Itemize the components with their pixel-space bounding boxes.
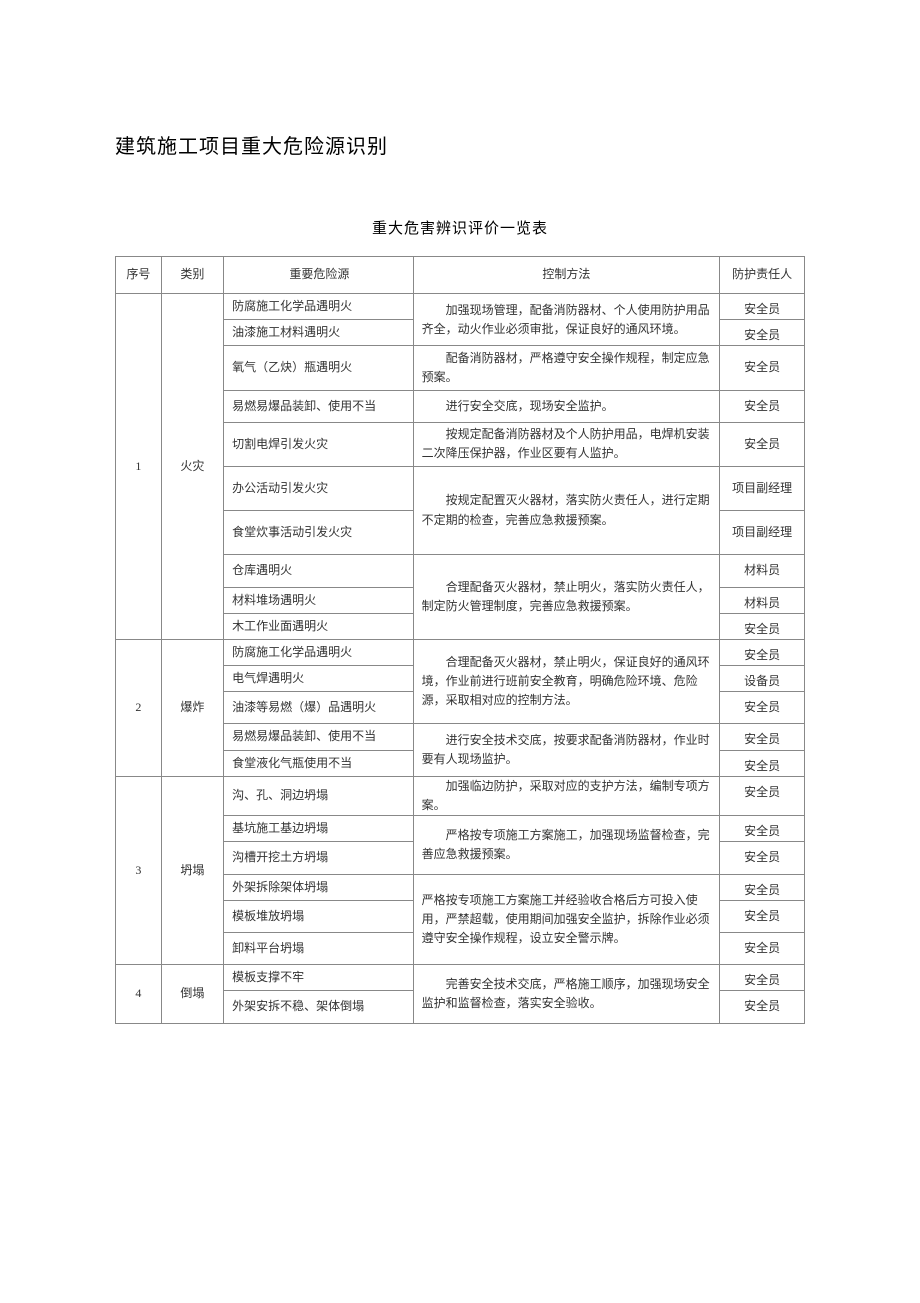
- control-cell: 合理配备灭火器材，禁止明火，落实防火责任人，制定防火管理制度，完善应急救援预案。: [413, 555, 720, 640]
- table-header-row: 序号 类别 重要危险源 控制方法 防护责任人: [116, 257, 805, 294]
- responsible-cell: 项目副经理: [720, 511, 805, 555]
- table-row: 4 倒塌 模板支撑不牢 完善安全技术交底，严格施工顺序，加强现场安全监护和监督检…: [116, 965, 805, 991]
- responsible-cell: 项目副经理: [720, 466, 805, 510]
- control-cell: 按规定配置灭火器材，落实防火责任人，进行定期不定期的检查，完善应急救援预案。: [413, 466, 720, 554]
- responsible-cell: 材料员: [720, 587, 805, 613]
- category-cell: 火灾: [161, 294, 223, 640]
- seq-cell: 3: [116, 776, 162, 964]
- source-cell: 仓库遇明火: [224, 555, 414, 587]
- responsible-cell: 安全员: [720, 346, 805, 390]
- responsible-cell: 设备员: [720, 666, 805, 692]
- category-cell: 坍塌: [161, 776, 223, 964]
- source-cell: 防腐施工化学品遇明火: [224, 294, 414, 320]
- source-cell: 食堂液化气瓶使用不当: [224, 750, 414, 776]
- source-cell: 材料堆场遇明火: [224, 587, 414, 613]
- responsible-cell: 安全员: [720, 320, 805, 346]
- responsible-cell: 材料员: [720, 555, 805, 587]
- hazard-table: 序号 类别 重要危险源 控制方法 防护责任人 1 火灾 防腐施工化学品遇明火 加…: [115, 256, 805, 1024]
- responsible-cell: 安全员: [720, 900, 805, 932]
- source-cell: 油漆等易燃（爆）品遇明火: [224, 692, 414, 724]
- source-cell: 沟槽开挖土方坍塌: [224, 842, 414, 874]
- seq-cell: 4: [116, 965, 162, 1023]
- source-cell: 基坑施工基边坍塌: [224, 816, 414, 842]
- control-cell: 合理配备灭火器材，禁止明火，保证良好的通风环境，作业前进行班前安全教育，明确危险…: [413, 639, 720, 724]
- header-category: 类别: [161, 257, 223, 294]
- control-cell: 进行安全交底，现场安全监护。: [413, 390, 720, 422]
- header-source: 重要危险源: [224, 257, 414, 294]
- responsible-cell: 安全员: [720, 390, 805, 422]
- source-cell: 易燃易爆品装卸、使用不当: [224, 390, 414, 422]
- table-title: 重大危害辨识评价一览表: [115, 217, 805, 238]
- control-cell: 严格按专项施工方案施工，加强现场监督检查，完善应急救援预案。: [413, 816, 720, 874]
- control-cell: 加强现场管理，配备消防器材、个人使用防护用品齐全，动火作业必须审批，保证良好的通…: [413, 294, 720, 346]
- source-cell: 切割电焊引发火灾: [224, 422, 414, 466]
- source-cell: 易燃易爆品装卸、使用不当: [224, 724, 414, 750]
- category-cell: 倒塌: [161, 965, 223, 1023]
- source-cell: 模板堆放坍塌: [224, 900, 414, 932]
- source-cell: 氧气（乙炔）瓶遇明火: [224, 346, 414, 390]
- responsible-cell: 安全员: [720, 991, 805, 1023]
- control-cell: 完善安全技术交底，严格施工顺序，加强现场安全监护和监督检查，落实安全验收。: [413, 965, 720, 1023]
- responsible-cell: 安全员: [720, 750, 805, 776]
- source-cell: 食堂炊事活动引发火灾: [224, 511, 414, 555]
- source-cell: 防腐施工化学品遇明火: [224, 639, 414, 665]
- header-responsible: 防护责任人: [720, 257, 805, 294]
- source-cell: 卸料平台坍塌: [224, 932, 414, 964]
- responsible-cell: 安全员: [720, 874, 805, 900]
- seq-cell: 2: [116, 639, 162, 776]
- table-row: 2 爆炸 防腐施工化学品遇明火 合理配备灭火器材，禁止明火，保证良好的通风环境，…: [116, 639, 805, 665]
- table-row: 1 火灾 防腐施工化学品遇明火 加强现场管理，配备消防器材、个人使用防护用品齐全…: [116, 294, 805, 320]
- control-cell: 严格按专项施工方案施工并经验收合格后方可投入使用，严禁超载，使用期间加强安全监护…: [413, 874, 720, 965]
- source-cell: 模板支撑不牢: [224, 965, 414, 991]
- control-cell: 按规定配备消防器材及个人防护用品，电焊机安装二次降压保护器，作业区要有人监护。: [413, 422, 720, 466]
- responsible-cell: 安全员: [720, 422, 805, 466]
- responsible-cell: 安全员: [720, 724, 805, 750]
- source-cell: 办公活动引发火灾: [224, 466, 414, 510]
- responsible-cell: 安全员: [720, 294, 805, 320]
- source-cell: 电气焊遇明火: [224, 666, 414, 692]
- table-row: 3 坍塌 沟、孔、洞边坍塌 加强临边防护，采取对应的支护方法，编制专项方案。 安…: [116, 776, 805, 815]
- source-cell: 沟、孔、洞边坍塌: [224, 776, 414, 815]
- source-cell: 木工作业面遇明火: [224, 613, 414, 639]
- responsible-cell: 安全员: [720, 776, 805, 815]
- responsible-cell: 安全员: [720, 816, 805, 842]
- responsible-cell: 安全员: [720, 965, 805, 991]
- page-title: 建筑施工项目重大危险源识别: [115, 130, 805, 159]
- header-control: 控制方法: [413, 257, 720, 294]
- responsible-cell: 安全员: [720, 639, 805, 665]
- seq-cell: 1: [116, 294, 162, 640]
- responsible-cell: 安全员: [720, 842, 805, 874]
- control-cell: 进行安全技术交底，按要求配备消防器材，作业时要有人现场监护。: [413, 724, 720, 776]
- responsible-cell: 安全员: [720, 692, 805, 724]
- responsible-cell: 安全员: [720, 613, 805, 639]
- responsible-cell: 安全员: [720, 932, 805, 964]
- header-seq: 序号: [116, 257, 162, 294]
- control-cell: 配备消防器材，严格遵守安全操作规程，制定应急预案。: [413, 346, 720, 390]
- category-cell: 爆炸: [161, 639, 223, 776]
- control-cell: 加强临边防护，采取对应的支护方法，编制专项方案。: [413, 776, 720, 815]
- source-cell: 外架安拆不稳、架体倒塌: [224, 991, 414, 1023]
- source-cell: 外架拆除架体坍塌: [224, 874, 414, 900]
- source-cell: 油漆施工材料遇明火: [224, 320, 414, 346]
